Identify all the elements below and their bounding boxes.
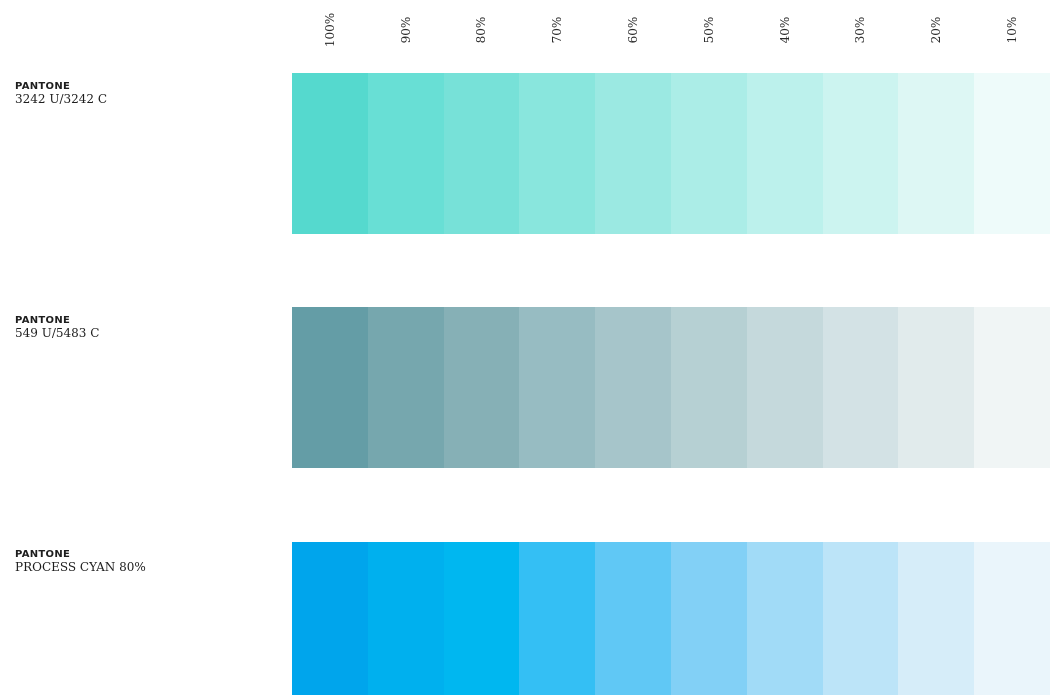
color-swatch-10pct	[974, 542, 1050, 695]
tint-strip-3242	[292, 73, 1050, 234]
color-swatch-30pct	[822, 307, 899, 468]
tint-strip-549	[292, 307, 1050, 468]
column-label: 60%	[595, 0, 671, 60]
brand-label: PANTONE	[15, 315, 71, 326]
color-swatch-60pct	[595, 542, 671, 695]
color-swatch-60pct	[595, 307, 671, 468]
color-swatch-70pct	[519, 542, 596, 695]
column-label: 30%	[823, 0, 899, 60]
color-swatch-30pct	[822, 542, 899, 695]
column-label-text: 10%	[1005, 16, 1020, 44]
color-swatch-90pct	[367, 73, 444, 234]
color-swatch-30pct	[822, 73, 899, 234]
color-code: 3242 U/3242 C	[15, 92, 108, 106]
column-label: 10%	[974, 0, 1050, 60]
percentage-header: 100% 90% 80% 70% 60% 50% 40% 30% 20% 10%	[292, 0, 1050, 60]
color-swatch-100pct	[292, 307, 368, 468]
color-title-549: PANTONE 549 U/5483 C	[15, 314, 99, 340]
color-swatch-80pct	[443, 73, 520, 234]
column-label-text: 20%	[929, 16, 944, 44]
column-label: 80%	[444, 0, 520, 60]
column-label: 70%	[519, 0, 595, 60]
brand-label: PANTONE	[15, 81, 71, 92]
column-label-text: 40%	[777, 16, 792, 44]
color-swatch-90pct	[367, 307, 444, 468]
color-swatch-50pct	[670, 307, 747, 468]
column-label-text: 60%	[626, 16, 641, 44]
color-code: 549 U/5483 C	[15, 326, 100, 340]
column-label-text: 80%	[474, 16, 489, 44]
column-label: 40%	[747, 0, 823, 60]
color-swatch-80pct	[443, 542, 520, 695]
column-label: 100%	[292, 0, 368, 60]
column-label: 20%	[898, 0, 974, 60]
tint-strip-process-cyan	[292, 542, 1050, 695]
color-swatch-10pct	[974, 307, 1050, 468]
color-swatch-50pct	[670, 73, 747, 234]
column-label-text: 90%	[398, 16, 413, 44]
color-swatch-100pct	[292, 73, 368, 234]
column-label-text: 50%	[701, 16, 716, 44]
color-swatch-100pct	[292, 542, 368, 695]
column-label: 50%	[671, 0, 747, 60]
column-label-text: 70%	[550, 16, 565, 44]
color-swatch-60pct	[595, 73, 671, 234]
color-swatch-70pct	[519, 73, 596, 234]
column-label: 90%	[368, 0, 444, 60]
color-swatch-80pct	[443, 307, 520, 468]
color-swatch-90pct	[367, 542, 444, 695]
color-swatch-20pct	[898, 542, 975, 695]
color-swatch-20pct	[898, 73, 975, 234]
color-swatch-40pct	[746, 307, 823, 468]
color-swatch-10pct	[974, 73, 1050, 234]
color-swatch-40pct	[746, 542, 823, 695]
color-title-process-cyan: PANTONE PROCESS CYAN 80%	[15, 548, 146, 574]
color-title-3242: PANTONE 3242 U/3242 C	[15, 80, 107, 106]
brand-label: PANTONE	[15, 549, 71, 560]
color-swatch-70pct	[519, 307, 596, 468]
color-swatch-40pct	[746, 73, 823, 234]
column-label-text: 100%	[322, 12, 337, 48]
color-swatch-50pct	[670, 542, 747, 695]
color-code: PROCESS CYAN 80%	[15, 560, 146, 574]
color-swatch-20pct	[898, 307, 975, 468]
column-label-text: 30%	[853, 16, 868, 44]
